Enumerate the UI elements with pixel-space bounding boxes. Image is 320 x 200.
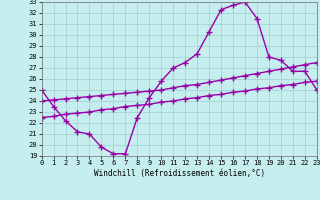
X-axis label: Windchill (Refroidissement éolien,°C): Windchill (Refroidissement éolien,°C) (94, 169, 265, 178)
